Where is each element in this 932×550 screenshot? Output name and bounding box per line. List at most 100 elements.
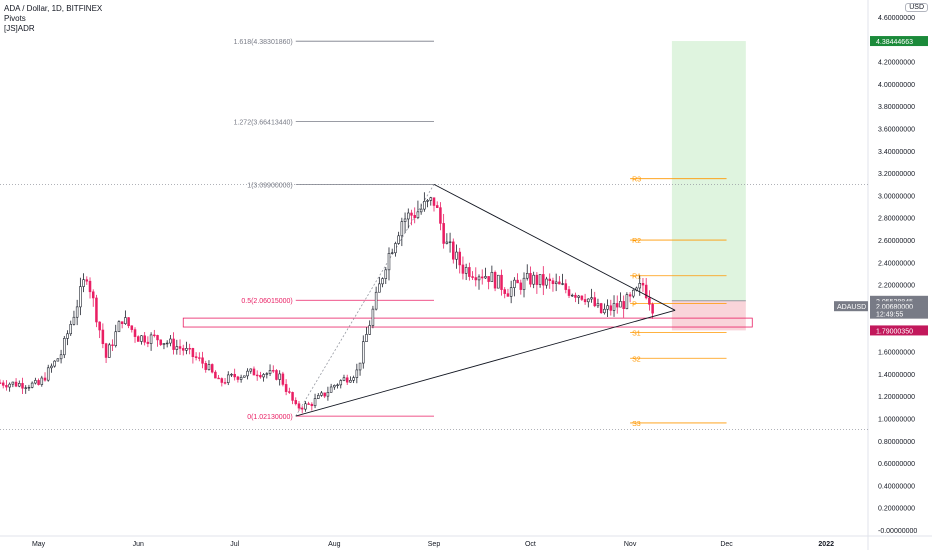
candle-body: [365, 334, 368, 342]
candle-body: [40, 377, 44, 385]
candle-body: [407, 212, 410, 220]
candle-body: [435, 205, 439, 208]
candle-body: [63, 338, 66, 356]
symbol-tag: ADAUSD: [837, 304, 866, 311]
price-tag-label: 2.00680000: [876, 304, 913, 311]
candle-body: [554, 281, 558, 285]
triangle-upper-line: [433, 183, 676, 311]
candle-body: [194, 356, 198, 358]
candle-body: [153, 334, 156, 337]
candle-body: [271, 370, 275, 372]
candle-body: [162, 343, 166, 345]
candle-body: [37, 380, 40, 385]
candle-body: [88, 280, 92, 293]
candle-body: [358, 362, 362, 371]
y-tick-label: 4.20000000: [878, 60, 915, 67]
y-tick-label: 3.60000000: [878, 127, 915, 134]
candle-body: [567, 289, 571, 296]
candle-body: [423, 201, 426, 210]
fib-level-label: 1.618(4.38301860): [234, 39, 293, 46]
fib-level-label: 1(3.09900000): [247, 182, 293, 189]
candle-body: [564, 283, 568, 290]
candle-body: [609, 305, 613, 311]
candle-body: [233, 373, 236, 378]
candle-body: [204, 363, 208, 370]
candle-body: [326, 392, 330, 397]
candle-body: [101, 329, 105, 345]
candle-body: [275, 370, 278, 380]
y-tick-label: 0.60000000: [878, 461, 915, 468]
y-tick-label: 3.40000000: [878, 149, 915, 156]
candle-body: [442, 223, 445, 244]
adr-indicator-label[interactable]: [JS]ADR: [4, 24, 35, 33]
y-tick-label: -0.00000000: [878, 528, 917, 535]
x-tick-label: Sep: [428, 541, 441, 548]
candle-body: [5, 385, 8, 388]
candle-body: [43, 377, 47, 381]
candle-body: [79, 286, 82, 308]
candle-body: [201, 357, 204, 364]
candle-body: [429, 197, 433, 201]
candle-body: [387, 253, 391, 271]
candle-body: [69, 324, 72, 335]
candle-body: [500, 274, 503, 290]
candle-body: [355, 369, 359, 378]
candle-body: [336, 384, 339, 386]
candle-body: [551, 280, 555, 285]
pivot-label: R3: [632, 177, 641, 184]
candle-body: [246, 370, 249, 377]
y-tick-label: 0.40000000: [878, 483, 915, 490]
currency-badge[interactable]: USD: [905, 3, 928, 12]
candle-body: [632, 289, 635, 297]
candle-body: [439, 207, 442, 224]
candle-body: [108, 344, 111, 358]
candle-body: [175, 346, 179, 350]
candle-body: [455, 251, 458, 260]
candle-body: [525, 273, 529, 279]
candle-body: [243, 375, 246, 378]
price-tag-label: 4.38444663: [876, 39, 913, 46]
candle-body: [603, 308, 606, 314]
candle-body: [368, 325, 371, 335]
pivots-indicator-label[interactable]: Pivots: [4, 14, 26, 23]
candle-body: [252, 368, 256, 376]
y-tick-label: 1.20000000: [878, 394, 915, 401]
pivot-label: S1: [632, 331, 641, 338]
candle-body: [149, 334, 153, 344]
candle-body: [98, 321, 101, 331]
candle-body: [34, 380, 37, 384]
y-tick-label: 4.00000000: [878, 82, 915, 89]
candle-body: [583, 299, 587, 303]
candle-body: [333, 385, 336, 388]
candle-body: [56, 358, 60, 362]
symbol-title[interactable]: ADA / Dollar, 1D, BITFINEX: [4, 4, 103, 13]
candle-body: [464, 267, 468, 274]
candle-body: [381, 278, 384, 285]
candle-body: [574, 294, 577, 298]
candle-body: [181, 348, 185, 351]
candle-body: [599, 303, 603, 314]
candle-body: [0, 382, 2, 384]
fib-level-label: 0(1.02130000): [247, 414, 293, 421]
candle-body: [50, 365, 53, 369]
candle-body: [535, 274, 539, 285]
candle-body: [300, 407, 304, 410]
y-tick-label: 4.60000000: [878, 15, 915, 22]
candle-body: [545, 278, 548, 286]
candle-body: [307, 403, 310, 405]
candle-body: [24, 387, 27, 389]
price-tag-label: 12:49:55: [876, 312, 903, 319]
candle-body: [291, 392, 294, 401]
candle-body: [362, 341, 365, 364]
candle-body: [156, 335, 159, 341]
candle-body: [18, 383, 21, 387]
candle-body: [320, 392, 323, 396]
price-tag-bg: [870, 308, 928, 319]
fib-trend-line: [295, 184, 435, 417]
candle-body: [339, 380, 343, 386]
price-tag-label: 1.79000350: [876, 328, 913, 335]
candle-body: [124, 317, 127, 324]
candle-body: [484, 276, 487, 279]
